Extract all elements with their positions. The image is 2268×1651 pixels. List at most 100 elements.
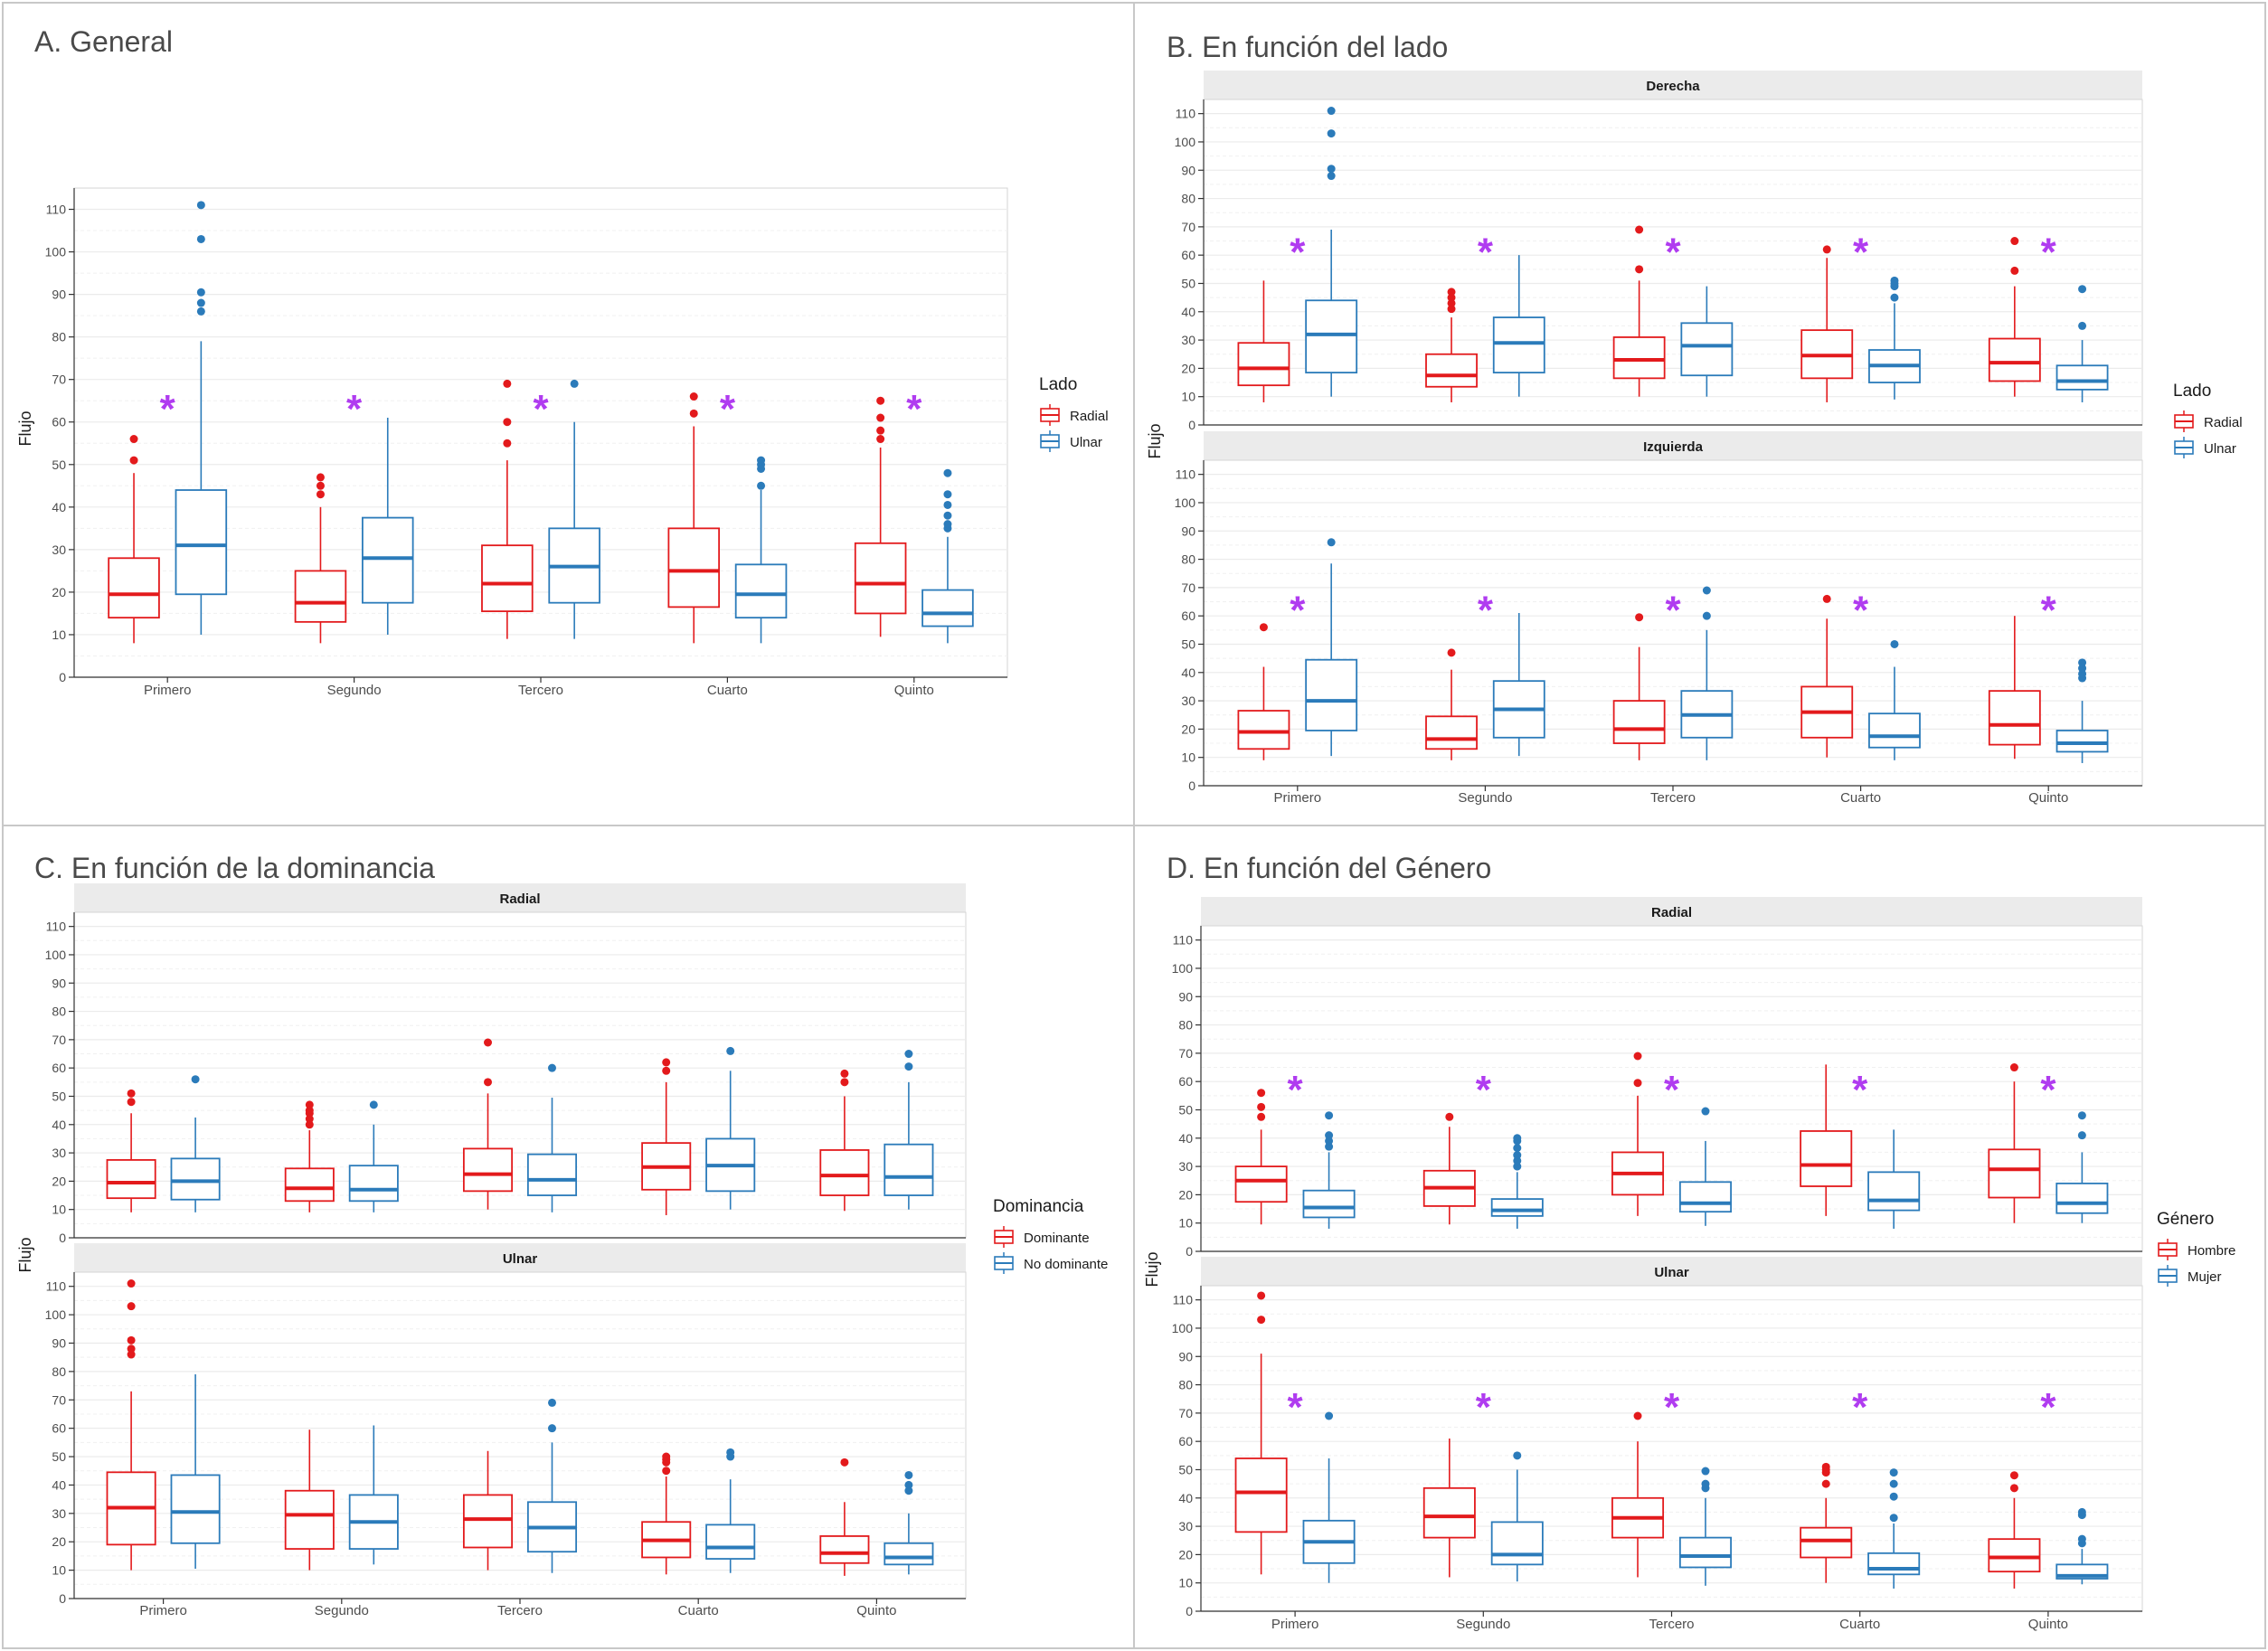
legend-key: [1040, 404, 1060, 426]
y-tick-label: 90: [1178, 989, 1193, 1004]
box-hombre: [1234, 1291, 1288, 1575]
box-no-dominante: [884, 1050, 934, 1210]
outlier-point: [1257, 1291, 1266, 1300]
legend-label: Ulnar: [1070, 435, 1102, 450]
y-tick-label: 50: [1178, 1462, 1193, 1476]
outlier-point: [943, 468, 952, 477]
y-tick-label: 0: [59, 1231, 66, 1245]
box-iqr: [481, 544, 534, 612]
y-tick-label: 40: [1181, 305, 1195, 319]
box-ulnar: [1868, 639, 1921, 760]
box-radial: [1425, 288, 1478, 402]
outlier-point: [1889, 1514, 1898, 1523]
significance-star: *: [1288, 1385, 1304, 1429]
outlier-point: [570, 379, 579, 388]
significance-star: *: [1290, 589, 1306, 633]
box-dominante: [284, 1100, 335, 1212]
box-iqr: [1305, 299, 1358, 373]
facet-strip-label: Radial: [499, 892, 540, 907]
legend-key: [994, 1252, 1014, 1274]
outlier-point: [1447, 298, 1456, 307]
box-iqr: [106, 1159, 156, 1200]
box-iqr: [1425, 715, 1478, 750]
y-tick-label: 70: [1181, 220, 1195, 234]
box-iqr: [1237, 710, 1290, 750]
outlier-point: [943, 490, 952, 499]
box-ulnar: [2055, 658, 2109, 763]
box-iqr: [2055, 1182, 2109, 1214]
box-ulnar: [1680, 586, 1734, 760]
outlier-point: [1513, 1144, 1522, 1153]
y-tick-label: 80: [1181, 192, 1195, 206]
outlier-point: [2078, 285, 2087, 294]
outlier-point: [127, 1089, 136, 1098]
outlier-point: [316, 481, 325, 490]
y-tick-label: 0: [59, 1591, 66, 1606]
y-tick-label: 60: [52, 415, 66, 429]
significance-star: *: [1852, 1068, 1868, 1112]
box-hombre: [1234, 1089, 1288, 1225]
box-radial: [294, 473, 347, 644]
y-tick-label: 90: [1181, 163, 1195, 177]
box-dominante: [462, 1038, 514, 1210]
outlier-point: [726, 1448, 735, 1457]
legend-key: [2158, 1239, 2178, 1260]
significance-star: *: [2041, 589, 2057, 633]
x-tick-label: Segundo: [1458, 790, 1512, 806]
y-tick-label: 40: [52, 1477, 66, 1492]
box-dominante: [284, 1429, 335, 1571]
y-tick-label: 100: [45, 245, 67, 259]
outlier-point: [904, 1470, 913, 1479]
outlier-point: [662, 1066, 671, 1075]
y-tick-label: 110: [1176, 467, 1196, 482]
facet-strip: [1204, 71, 2142, 99]
y-axis-title: Flujo: [1146, 423, 1164, 458]
significance-star: *: [1478, 231, 1494, 275]
significance-star: *: [1853, 589, 1869, 633]
y-tick-label: 80: [52, 1005, 66, 1019]
box-iqr: [462, 1147, 514, 1193]
x-tick-label: Tercero: [1649, 1617, 1694, 1632]
y-tick-label: 20: [1178, 1187, 1193, 1202]
facet-strip: [1201, 1257, 2142, 1286]
legend-title: Género: [2157, 1210, 2214, 1229]
panel-dominance: C. En función de la dominancia Radial 0 10…: [2, 825, 1135, 1649]
box-mujer: [1867, 1468, 1921, 1589]
outlier-point: [689, 392, 698, 401]
y-tick-label: 10: [1178, 1216, 1193, 1231]
significance-star: *: [1476, 1385, 1492, 1429]
y-tick-label: 0: [1188, 778, 1195, 793]
facet-strip: [1201, 897, 2142, 926]
outlier-point: [689, 409, 698, 418]
box-iqr: [526, 1153, 578, 1196]
panel-title: D. En función del Género: [1167, 852, 1492, 884]
box-mujer: [1302, 1111, 1356, 1229]
y-tick-label: 10: [1181, 750, 1195, 765]
significance-star: *: [720, 387, 736, 431]
box-mujer: [1678, 1467, 1732, 1586]
chart-dominance: Radial 0 10 20 30 40 50 60 70 80 90 100 110 Ulnar 0 10 2…: [16, 883, 1108, 1618]
box-iqr: [734, 563, 788, 619]
box-dominante: [641, 1058, 692, 1215]
outlier-point: [1889, 1468, 1898, 1477]
legend-title: Lado: [2173, 382, 2211, 401]
y-tick-label: 70: [52, 373, 66, 387]
panel-side: B. En función del lado Derecha 0 10 20 30 40 5…: [1133, 2, 2266, 826]
outlier-point: [2010, 266, 2019, 275]
significance-star: *: [2040, 1068, 2056, 1112]
y-tick-label: 40: [52, 500, 66, 514]
y-tick-label: 20: [52, 1534, 66, 1549]
box-iqr: [1988, 337, 2041, 382]
y-tick-label: 20: [1178, 1547, 1193, 1561]
box-dominante: [462, 1450, 514, 1571]
facet: Derecha 0 10 20 30 40 50 60 70 80 90 100 110 * * * * *: [1175, 71, 2143, 432]
x-tick-label: Tercero: [497, 1603, 543, 1618]
legend-key: [2174, 410, 2194, 432]
outlier-point: [547, 1063, 556, 1072]
outlier-point: [127, 1279, 136, 1288]
box-iqr: [1800, 1130, 1853, 1187]
x-tick-label: Quinto: [894, 683, 934, 698]
outlier-point: [503, 418, 512, 427]
box-iqr: [2055, 730, 2109, 753]
